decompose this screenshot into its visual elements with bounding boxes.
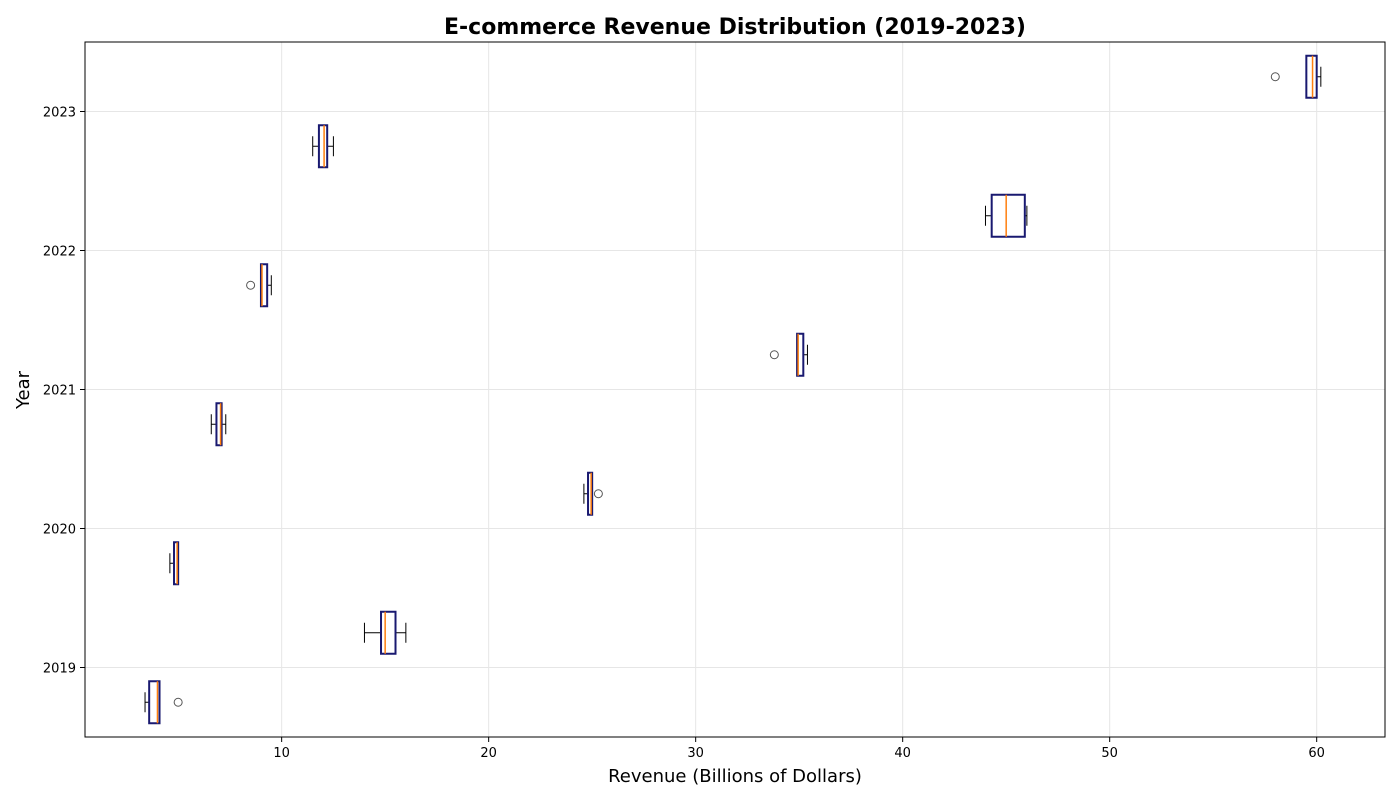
x-tick-label: 50	[1101, 746, 1118, 761]
outlier-point	[246, 280, 256, 290]
box-iqr	[587, 471, 594, 516]
box-iqr	[990, 193, 1026, 238]
y-tick-label: 2023	[43, 106, 76, 121]
x-tick-label: 30	[687, 746, 704, 761]
x-axis-ticks: 10 20 30 40 50 60	[273, 737, 1325, 761]
y-tick-label: 2021	[43, 384, 76, 399]
box-item	[312, 124, 334, 169]
outlier-point	[1270, 72, 1280, 82]
box-item	[246, 263, 272, 308]
box-series	[144, 54, 1322, 725]
box-iqr	[317, 124, 329, 169]
box-item	[583, 471, 603, 516]
x-tick-label: 20	[480, 746, 497, 761]
box-item	[363, 610, 407, 655]
y-axis-label: Year	[13, 370, 34, 410]
y-tick-label: 2022	[43, 245, 76, 260]
box-item	[210, 402, 227, 447]
box-item	[169, 541, 180, 586]
x-tick-label: 40	[894, 746, 911, 761]
y-tick-label: 2019	[43, 662, 76, 677]
x-tick-label: 10	[273, 746, 290, 761]
x-tick-label: 60	[1308, 746, 1325, 761]
box-iqr	[173, 541, 180, 586]
outlier-point	[593, 489, 603, 499]
outlier-point	[173, 697, 183, 707]
x-axis-label: Revenue (Billions of Dollars)	[608, 766, 862, 787]
box-iqr	[1305, 54, 1318, 99]
box-iqr	[796, 332, 805, 377]
box-item	[144, 680, 183, 725]
box-iqr	[259, 263, 269, 308]
box-item	[984, 193, 1028, 238]
y-axis-ticks: 2019 2020 2021 2022 2023	[43, 106, 85, 677]
outlier-point	[769, 350, 779, 360]
box-item	[1270, 54, 1322, 99]
box-iqr	[215, 402, 223, 447]
chart-title: E-commerce Revenue Distribution (2019-20…	[444, 15, 1026, 40]
box-iqr	[148, 680, 161, 725]
grid-lines	[85, 42, 1385, 737]
box-iqr	[380, 610, 397, 655]
box-item	[769, 332, 808, 377]
y-tick-label: 2020	[43, 523, 76, 538]
